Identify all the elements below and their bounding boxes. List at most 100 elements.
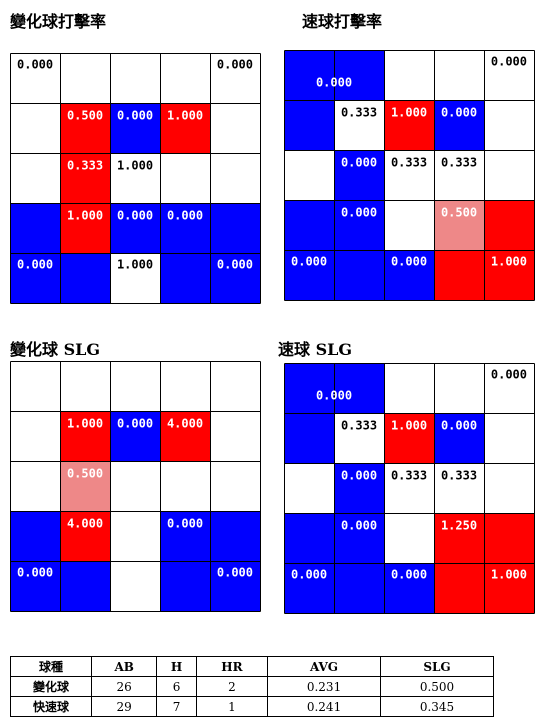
inner-zone-cell bbox=[160, 411, 211, 462]
inner-zone-cell bbox=[384, 513, 435, 564]
inner-zone-value: 0.333 bbox=[67, 159, 103, 173]
header-h: H bbox=[156, 656, 197, 677]
inner-zone-value: 0.333 bbox=[341, 419, 377, 433]
outer-label-bottom-right: 1.000 bbox=[491, 568, 527, 582]
pitch-stats-table: 球種 AB H HR AVG SLG 變化球 26 6 2 0.231 0.50… bbox=[10, 656, 494, 717]
header-avg: AVG bbox=[267, 656, 381, 677]
inner-zone-cell bbox=[110, 461, 161, 512]
outer-zone-bottom-middle bbox=[110, 561, 161, 612]
inner-zone-value: 1.000 bbox=[67, 209, 103, 223]
outer-label-top-right: 0.000 bbox=[491, 55, 527, 69]
inner-zone-cell bbox=[434, 413, 485, 464]
title-breaking-avg: 變化球打擊率 bbox=[10, 12, 107, 31]
inner-zone-cell bbox=[334, 150, 385, 201]
inner-zone-cell bbox=[110, 203, 161, 254]
cell-ab: 29 bbox=[90, 696, 158, 717]
cell-avg: 0.231 bbox=[267, 676, 381, 697]
cell-pitch-type: 快速球 bbox=[10, 696, 92, 717]
inner-zone-cell bbox=[384, 463, 435, 514]
inner-zone-cell bbox=[110, 511, 161, 562]
inner-zone-cell bbox=[60, 411, 111, 462]
outer-label-bottom-right: 0.000 bbox=[217, 566, 253, 580]
outer-zone-right-middle bbox=[210, 461, 261, 512]
cell-avg: 0.241 bbox=[267, 696, 381, 717]
zone-chart-breaking-slg: 1.000 0.000 4.000 0.500 4.000 0.000 0.000 0.000 bbox=[10, 361, 261, 612]
outer-zone-left-middle bbox=[284, 463, 335, 514]
cell-ab: 26 bbox=[90, 676, 158, 697]
zone-chart-fastball-slg: 0.333 1.000 0.000 0.000 0.333 0.333 0.000 1.250… bbox=[284, 363, 535, 614]
inner-zone-cell bbox=[60, 103, 111, 154]
outer-label-top-left: 0.000 bbox=[316, 76, 352, 90]
inner-zone-value: 0.333 bbox=[341, 106, 377, 120]
inner-zone-value: 0.000 bbox=[341, 156, 377, 170]
inner-zone-value: 0.000 bbox=[167, 517, 203, 531]
outer-label-bottom-right: 1.000 bbox=[491, 255, 527, 269]
title-fastball-avg: 速球打擊率 bbox=[302, 12, 383, 31]
inner-zone-value: 0.000 bbox=[441, 106, 477, 120]
title-breaking-slg: 變化球 SLG bbox=[10, 340, 101, 359]
inner-zone-cell bbox=[334, 100, 385, 151]
table-row: 變化球 26 6 2 0.231 0.500 bbox=[10, 676, 494, 697]
inner-zone-value: 0.333 bbox=[441, 469, 477, 483]
inner-zone-value: 1.000 bbox=[391, 106, 427, 120]
header-slg: SLG bbox=[380, 656, 494, 677]
inner-zone-value: 1.000 bbox=[391, 419, 427, 433]
outer-zone-left-middle bbox=[284, 150, 335, 201]
header-ab: AB bbox=[90, 656, 158, 677]
outer-label-top-left: 0.000 bbox=[17, 58, 53, 72]
inner-zone-cell bbox=[160, 203, 211, 254]
inner-zone-cell bbox=[60, 153, 111, 204]
inner-zone-cell bbox=[334, 513, 385, 564]
inner-zone-cell bbox=[160, 103, 211, 154]
inner-zone-value: 0.000 bbox=[117, 417, 153, 431]
inner-zone-value: 0.333 bbox=[391, 469, 427, 483]
cell-slg: 0.500 bbox=[380, 676, 494, 697]
inner-zone-cell bbox=[434, 513, 485, 564]
inner-zone-cell bbox=[384, 413, 435, 464]
inner-zone-value: 1.250 bbox=[441, 519, 477, 533]
table-header-row: 球種 AB H HR AVG SLG bbox=[10, 656, 494, 677]
inner-zone-value: 0.333 bbox=[441, 156, 477, 170]
inner-zone-cell bbox=[110, 153, 161, 204]
outer-zone-left-middle bbox=[10, 153, 61, 204]
inner-zone-value: 4.000 bbox=[67, 517, 103, 531]
inner-zone-value: 0.000 bbox=[341, 519, 377, 533]
outer-zone-bottom-middle bbox=[110, 253, 161, 304]
cell-hr: 1 bbox=[195, 696, 269, 717]
inner-zone-cell bbox=[334, 413, 385, 464]
outer-label-bottom-left: 0.000 bbox=[17, 566, 53, 580]
inner-zone-value: 4.000 bbox=[167, 417, 203, 431]
inner-zone-cell bbox=[384, 100, 435, 151]
cell-h: 6 bbox=[156, 676, 197, 697]
inner-zone-cell bbox=[160, 511, 211, 562]
inner-zone-value: 1.000 bbox=[167, 109, 203, 123]
outer-label-bottom-right: 0.000 bbox=[217, 258, 253, 272]
inner-zone-cell bbox=[160, 153, 211, 204]
outer-zone-left-middle bbox=[10, 461, 61, 512]
table-row: 快速球 29 7 1 0.241 0.345 bbox=[10, 696, 494, 717]
outer-label-bottom-left: 0.000 bbox=[291, 568, 327, 582]
inner-zone-cell bbox=[110, 411, 161, 462]
inner-zone-cell bbox=[434, 463, 485, 514]
inner-zone-cell bbox=[334, 200, 385, 251]
zone-chart-breaking-avg: 0.500 0.000 1.000 0.333 1.000 1.000 0.000 0.000… bbox=[10, 53, 261, 304]
inner-zone-cell bbox=[60, 461, 111, 512]
outer-zone-right-middle bbox=[210, 153, 261, 204]
outer-label-bottom-left: 0.000 bbox=[17, 258, 53, 272]
outer-zone-bottom-middle bbox=[384, 250, 435, 301]
inner-zone-value: 0.500 bbox=[67, 467, 103, 481]
cell-hr: 2 bbox=[195, 676, 269, 697]
inner-zone-cell bbox=[384, 200, 435, 251]
inner-zone-value: 0.333 bbox=[391, 156, 427, 170]
outer-zone-bottom-middle bbox=[384, 563, 435, 614]
outer-label-bottom-left: 0.000 bbox=[291, 255, 327, 269]
inner-zone-value: 0.500 bbox=[67, 109, 103, 123]
inner-zone-cell bbox=[434, 150, 485, 201]
inner-zone-cell bbox=[434, 200, 485, 251]
inner-zone-cell bbox=[384, 150, 435, 201]
inner-zone-value: 0.000 bbox=[341, 469, 377, 483]
inner-zone-value: 0.000 bbox=[167, 209, 203, 223]
outer-label-bottom-middle: 1.000 bbox=[117, 258, 153, 272]
cell-h: 7 bbox=[156, 696, 197, 717]
inner-zone-cell bbox=[160, 461, 211, 512]
